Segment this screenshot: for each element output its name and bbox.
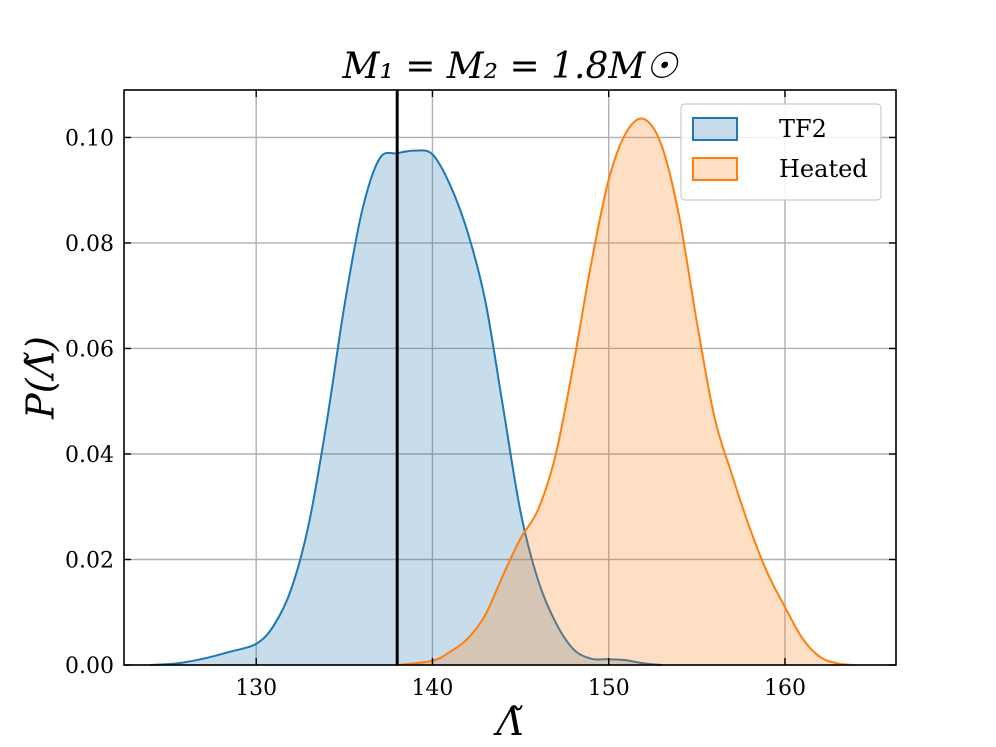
series-line-tf2 [150,149,662,666]
x-axis-label: Λ̃ [493,700,523,744]
x-tick-label: 160 [764,676,806,701]
legend-label-heated: Heated [779,155,868,183]
y-tick-label: 0.00 [65,654,114,679]
chart-title: M₁ = M₂ = 1.8M☉ [341,46,679,87]
legend-box [680,103,882,201]
y-tick-label: 0.02 [65,548,114,573]
legend: TF2 Heated [680,103,882,201]
ticks: 130 140 150 160 0.00 0.02 0.04 0.06 0.08 0.10 [65,90,896,701]
x-tick-label: 140 [411,676,453,701]
y-tick-label: 0.10 [65,126,114,151]
legend-swatch-tf2 [692,117,738,141]
series-area-heated [397,118,856,666]
series-line-heated [397,117,856,666]
x-tick-label: 150 [588,676,630,701]
plot-frame [123,89,897,666]
series-layer [150,117,856,666]
y-axis-label: P(Λ̃) [19,336,63,420]
x-tick-label: 130 [235,676,277,701]
legend-label-tf2: TF2 [779,115,827,143]
y-tick-label: 0.06 [65,337,114,362]
y-tick-label: 0.04 [65,443,114,468]
legend-swatch-heated [692,157,738,181]
y-tick-label: 0.08 [65,232,114,257]
series-area-tf2 [150,150,662,666]
